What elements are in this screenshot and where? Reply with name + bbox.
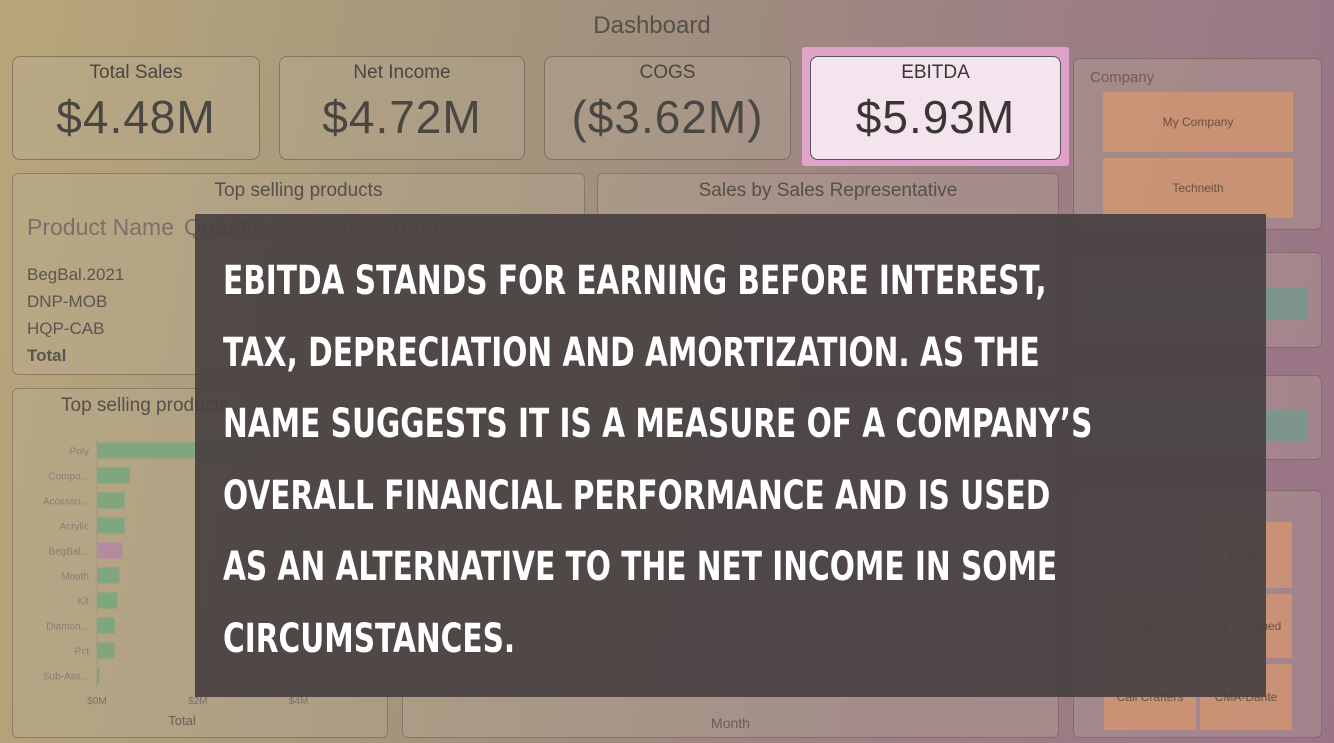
bar — [97, 492, 125, 509]
kpi-value: $4.48M — [56, 91, 216, 143]
x-tick-label: $4M — [289, 696, 308, 707]
y-tick-label: Pct — [75, 647, 90, 658]
row-label: Total — [27, 346, 67, 365]
kpi-card: EBITDA $5.93M — [810, 56, 1061, 160]
y-tick-label: BegBal... — [48, 547, 89, 558]
y-tick-label: Poly — [70, 447, 89, 458]
y-tick-label: Kit — [77, 597, 89, 608]
x-axis-label: Total — [168, 713, 196, 728]
overlay-text-line: CIRCUMSTANCES. — [223, 615, 516, 662]
overlay-text-line: TAX, DEPRECIATION AND AMORTIZATION. AS T… — [223, 329, 1040, 376]
kpi-label: EBITDA — [901, 62, 970, 83]
bar — [97, 467, 130, 484]
kpi-card: Net Income $4.72M — [279, 56, 525, 160]
overlay-text-line: NAME SUGGESTS IT IS A MEASURE OF A COMPA… — [223, 401, 1093, 447]
kpi-label: Net Income — [353, 62, 451, 83]
bar — [97, 567, 120, 584]
x-tick-label: $2M — [188, 696, 207, 707]
row-label: HQP-CAB — [27, 319, 105, 338]
panel-title: Top selling products — [61, 395, 229, 416]
info-overlay: EBITDA STANDS FOR EARNING BEFORE INTERES… — [195, 214, 1266, 697]
bar — [97, 617, 115, 634]
column-header[interactable]: Product Name — [27, 214, 175, 240]
kpi-card: COGS ($3.62M) — [544, 56, 791, 160]
y-tick-label: Sub-Ass... — [43, 672, 89, 683]
panel-title: Sales by Sales Representative — [698, 180, 958, 201]
bar — [97, 667, 100, 684]
x-axis-label: Month — [711, 715, 750, 731]
kpi-value: ($3.62M) — [571, 91, 764, 143]
slicer-item[interactable]: Techneith — [1103, 158, 1293, 218]
panel-title: Top selling products — [214, 180, 383, 201]
x-tick-label: $0M — [87, 696, 106, 707]
table-body: BegBal.2021 DNP-MOB HQP-CAB Total — [27, 261, 584, 369]
bar — [97, 592, 118, 609]
bar — [97, 517, 125, 534]
y-tick-label: Accesso... — [43, 497, 89, 508]
slicer-item[interactable]: My Company — [1103, 92, 1293, 152]
overlay-text-line: EBITDA STANDS FOR EARNING BEFORE INTERES… — [223, 258, 1047, 304]
kpi-label: Total Sales — [89, 62, 183, 83]
kpi-card: Total Sales $4.48M — [12, 56, 260, 160]
kpi-value: $5.93M — [855, 91, 1016, 143]
row-label: DNP-MOB — [27, 292, 108, 311]
kpi-value: $4.72M — [322, 91, 482, 143]
y-tick-label: Diamon... — [46, 622, 89, 633]
row-label: BegBal.2021 — [27, 265, 125, 284]
dashboard-title: Dashboard — [593, 12, 711, 39]
y-tick-label: Compo... — [48, 472, 89, 483]
y-tick-label: Acrylic — [60, 522, 89, 533]
bar — [97, 542, 123, 559]
overlay-text-line: OVERALL FINANCIAL PERFORMANCE AND IS USE… — [223, 472, 1051, 519]
bar — [97, 642, 115, 659]
slicer-title: Company — [1090, 69, 1155, 86]
kpi-label: COGS — [639, 62, 696, 83]
y-tick-label: Mouth — [61, 572, 89, 583]
overlay-text-line: AS AN ALTERNATIVE TO THE NET INCOME IN S… — [223, 544, 1058, 590]
